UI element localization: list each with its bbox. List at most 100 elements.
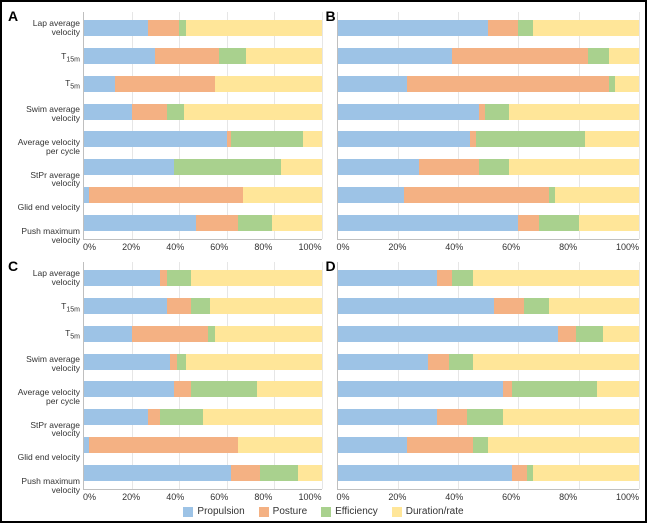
bar-segment [84, 270, 160, 286]
grid-line [579, 12, 580, 239]
bar-segment [179, 20, 186, 36]
bar-segment [246, 48, 322, 64]
bar-segment [84, 76, 115, 92]
bar-segment [338, 20, 489, 36]
bar-segment [281, 159, 321, 175]
bar-segment [437, 270, 452, 286]
y-label: T15m [8, 302, 80, 314]
y-label: Push maximum velocity [8, 477, 80, 495]
bars-area [83, 262, 322, 490]
panel-c: CLap average velocityT15mT5mSwim average… [8, 258, 322, 502]
chart-area: 0%20%40%60%80%100% [326, 262, 640, 502]
bar-segment [167, 270, 191, 286]
bar-row [84, 409, 322, 425]
grid-line [518, 262, 519, 489]
bar-segment [597, 381, 639, 397]
y-label: StPr average velocity [8, 171, 80, 189]
bar-segment [160, 270, 167, 286]
bars-area [83, 12, 322, 240]
plot: 0%20%40%60%80%100% [83, 262, 322, 502]
plot: 0%20%40%60%80%100% [337, 262, 640, 502]
bar-segment [177, 354, 187, 370]
grid-line [274, 262, 275, 489]
bar-segment [479, 159, 509, 175]
bar-segment [539, 215, 578, 231]
bar-segment [558, 326, 576, 342]
bar-segment [231, 465, 260, 481]
bars-area [337, 262, 640, 490]
grid-line [227, 262, 228, 489]
bar-segment [84, 48, 155, 64]
y-label: Glid end velocity [8, 453, 80, 462]
bar-row [338, 187, 640, 203]
x-tick: 60% [210, 242, 228, 252]
x-tick: 40% [166, 492, 184, 502]
chart-area: 0%20%40%60%80%100% [326, 12, 640, 252]
bar-segment [210, 298, 322, 314]
bar-segment [243, 187, 321, 203]
bar-segment [84, 131, 227, 147]
bar-row [84, 215, 322, 231]
y-label: Glid end velocity [8, 203, 80, 212]
bar-segment [84, 215, 196, 231]
bar-row [84, 104, 322, 120]
bar-segment [215, 76, 322, 92]
y-labels: Lap average velocityT15mT5mSwim average … [8, 12, 83, 252]
bar-segment [174, 381, 191, 397]
panel-letter: C [8, 258, 18, 274]
x-tick: 100% [616, 242, 639, 252]
x-tick: 0% [337, 242, 350, 252]
bar-segment [485, 104, 509, 120]
chart-area: Lap average velocityT15mT5mSwim average … [8, 262, 322, 502]
grid-line [227, 12, 228, 239]
bar-segment [191, 381, 258, 397]
x-tick: 80% [559, 242, 577, 252]
legend-item: Duration/rate [392, 506, 464, 517]
bar-row [338, 215, 640, 231]
plot: 0%20%40%60%80%100% [337, 12, 640, 252]
bar-segment [84, 104, 132, 120]
bar-segment [338, 326, 558, 342]
chart-area: Lap average velocityT15mT5mSwim average … [8, 12, 322, 252]
bar-segment [160, 409, 203, 425]
grid-line [579, 262, 580, 489]
x-tick: 20% [388, 242, 406, 252]
bar-row [84, 76, 322, 92]
x-tick: 80% [254, 242, 272, 252]
grid-line [458, 262, 459, 489]
grid-line [322, 12, 323, 239]
legend: PropulsionPostureEfficiencyDuration/rate [8, 502, 639, 517]
bar-segment [407, 76, 609, 92]
bar-segment [167, 104, 184, 120]
x-axis: 0%20%40%60%80%100% [337, 242, 640, 252]
bar-segment [615, 76, 639, 92]
bar-segment [338, 131, 471, 147]
bar-segment [238, 215, 271, 231]
y-label: Average velocity per cycle [8, 388, 80, 406]
bar-segment [84, 326, 132, 342]
legend-swatch [259, 507, 269, 517]
bar-segment [452, 48, 588, 64]
bar-row [84, 20, 322, 36]
y-label: Swim average velocity [8, 105, 80, 123]
bar-segment [449, 354, 473, 370]
bar-segment [473, 354, 639, 370]
bar-row [338, 381, 640, 397]
legend-label: Efficiency [335, 506, 378, 517]
bar-row [84, 187, 322, 203]
bar-segment [338, 298, 495, 314]
bar-row [338, 131, 640, 147]
bar-segment [338, 187, 404, 203]
bar-segment [338, 104, 480, 120]
bar-row [338, 104, 640, 120]
bar-row [338, 409, 640, 425]
bar-segment [84, 409, 148, 425]
bar-segment [338, 215, 519, 231]
bar-segment [338, 76, 407, 92]
legend-swatch [183, 507, 193, 517]
bar-segment [174, 159, 281, 175]
bar-segment [84, 381, 174, 397]
bar-segment [549, 298, 639, 314]
bar-segment [512, 465, 527, 481]
grid-line [398, 262, 399, 489]
